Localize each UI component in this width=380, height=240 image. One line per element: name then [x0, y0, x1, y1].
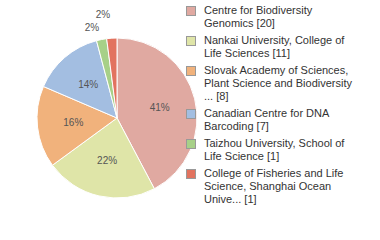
html-text:Slovak Academy of Sciences, Pl: Slovak Academy of Sciences, Plant Scienc… — [204, 64, 352, 102]
svg-text:22%: 22% — [97, 155, 117, 166]
svg-text:16%: 16% — [63, 117, 83, 128]
html-text:College of Fisheries and Life: College of Fisheries and Life Science, S… — [204, 167, 344, 205]
svg-text:2%: 2% — [96, 9, 111, 20]
html-text:Centre for Biodiversity Genomi: Centre for Biodiversity Genomics [20] — [204, 4, 313, 29]
html-text:Taizhou University, School of: Taizhou University, School of Life Scien… — [204, 137, 345, 162]
svg-text:2%: 2% — [85, 22, 100, 33]
svg-text:41%: 41% — [150, 102, 170, 113]
html-text:Canadian Centre for DNA Barcod: Canadian Centre for DNA Barcoding [7] — [204, 107, 329, 132]
html-text:Nankai University, College of: Nankai University, College of Life Scien… — [204, 34, 345, 59]
svg-text:14%: 14% — [78, 79, 98, 90]
